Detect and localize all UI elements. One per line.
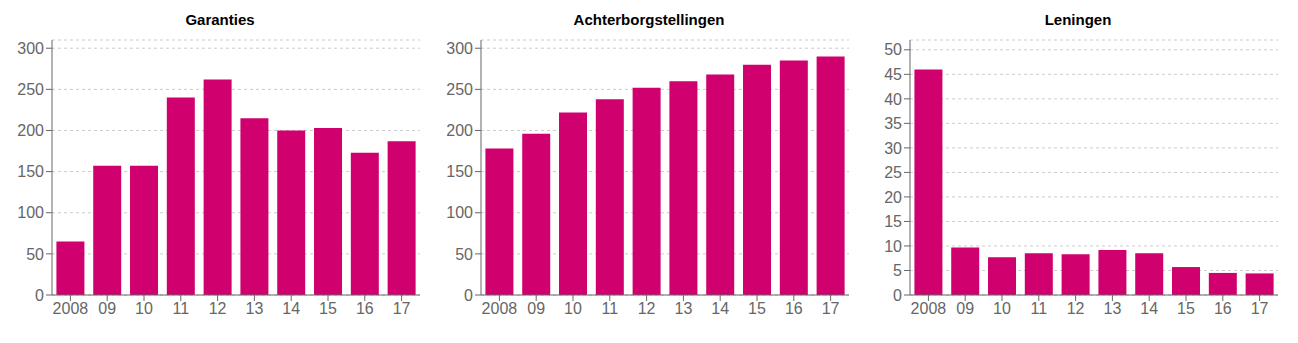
svg-text:17: 17 xyxy=(822,300,840,317)
html-text:Achterborgstellingen: Achterborgstellingen xyxy=(573,11,725,28)
svg-text:09: 09 xyxy=(527,300,545,317)
svg-text:10: 10 xyxy=(135,300,153,317)
svg-text:17: 17 xyxy=(1251,300,1269,317)
svg-text:150: 150 xyxy=(446,163,473,180)
svg-text:0: 0 xyxy=(893,287,902,304)
svg-text:200: 200 xyxy=(17,122,44,139)
svg-text:10: 10 xyxy=(884,238,902,255)
svg-text:0: 0 xyxy=(35,287,44,304)
svg-text:300: 300 xyxy=(17,40,44,57)
svg-text:0: 0 xyxy=(464,287,473,304)
svg-text:20: 20 xyxy=(884,189,902,206)
svg-text:11: 11 xyxy=(601,300,618,317)
svg-text:15: 15 xyxy=(748,300,766,317)
svg-text:10: 10 xyxy=(564,300,582,317)
svg-text:11: 11 xyxy=(172,300,189,317)
svg-text:100: 100 xyxy=(446,204,473,221)
svg-text:14: 14 xyxy=(711,300,729,317)
svg-text:12: 12 xyxy=(1067,300,1085,317)
html-text:Leningen: Leningen xyxy=(1044,11,1112,28)
svg-text:15: 15 xyxy=(1177,300,1195,317)
svg-text:13: 13 xyxy=(246,300,264,317)
svg-text:35: 35 xyxy=(884,115,902,132)
svg-text:16: 16 xyxy=(356,300,374,317)
svg-text:10: 10 xyxy=(993,300,1011,317)
html-text:Garanties: Garanties xyxy=(185,11,255,28)
svg-text:12: 12 xyxy=(209,300,227,317)
svg-text:2008: 2008 xyxy=(482,300,518,317)
svg-text:30: 30 xyxy=(884,140,902,157)
svg-text:16: 16 xyxy=(785,300,803,317)
svg-text:45: 45 xyxy=(884,66,902,83)
svg-text:50: 50 xyxy=(26,246,44,263)
svg-text:09: 09 xyxy=(98,300,116,317)
svg-text:11: 11 xyxy=(1030,300,1047,317)
svg-text:09: 09 xyxy=(956,300,974,317)
svg-text:40: 40 xyxy=(884,91,902,108)
svg-text:25: 25 xyxy=(884,164,902,181)
svg-text:12: 12 xyxy=(638,300,656,317)
svg-text:2008: 2008 xyxy=(911,300,947,317)
svg-text:150: 150 xyxy=(17,163,44,180)
svg-text:13: 13 xyxy=(675,300,693,317)
svg-text:14: 14 xyxy=(282,300,300,317)
svg-text:300: 300 xyxy=(446,40,473,57)
svg-text:250: 250 xyxy=(446,81,473,98)
svg-text:17: 17 xyxy=(393,300,411,317)
svg-text:250: 250 xyxy=(17,81,44,98)
svg-text:14: 14 xyxy=(1140,300,1158,317)
svg-text:13: 13 xyxy=(1104,300,1122,317)
svg-text:200: 200 xyxy=(446,122,473,139)
svg-text:2008: 2008 xyxy=(53,300,89,317)
svg-text:5: 5 xyxy=(893,262,902,279)
svg-text:50: 50 xyxy=(455,246,473,263)
svg-text:50: 50 xyxy=(884,41,902,58)
svg-text:100: 100 xyxy=(17,204,44,221)
svg-text:15: 15 xyxy=(319,300,337,317)
svg-text:16: 16 xyxy=(1214,300,1232,317)
svg-text:15: 15 xyxy=(884,213,902,230)
